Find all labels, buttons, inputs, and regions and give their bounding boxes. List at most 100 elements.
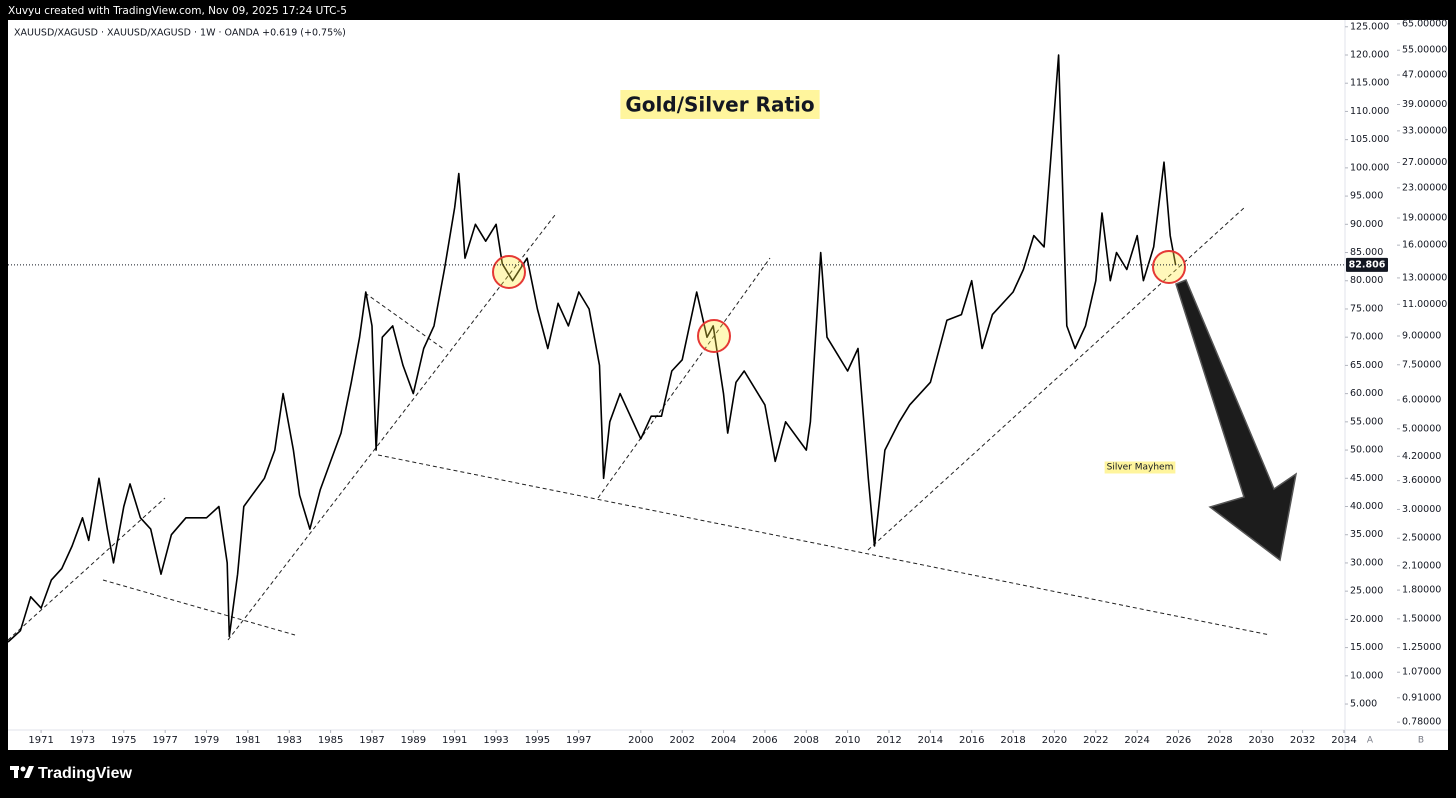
credit: Xuvyu created with TradingView.com, Nov … xyxy=(8,5,347,17)
x-tick-label: 2026 xyxy=(1166,735,1191,746)
x-tick-label: 1997 xyxy=(566,735,591,746)
y-tick-label: 50.000 xyxy=(1350,445,1383,456)
y-tick-label: 60.000 xyxy=(1350,388,1383,399)
y2-tick-label: 5.00000 xyxy=(1402,423,1441,434)
x-tick-label: 2018 xyxy=(1000,735,1025,746)
chart-title-bg xyxy=(620,90,820,119)
trendline xyxy=(102,579,296,636)
y-tick-label: 40.000 xyxy=(1350,501,1383,512)
y-tick-label: 110.000 xyxy=(1350,106,1389,117)
x-tick-label: 2024 xyxy=(1124,735,1149,746)
y-tick-label: 15.000 xyxy=(1350,642,1383,653)
x-tick-label: 2022 xyxy=(1083,735,1108,746)
series-layer xyxy=(8,54,1177,643)
x-tick-label: 2010 xyxy=(835,735,860,746)
y-tick-label: 100.000 xyxy=(1350,162,1389,173)
x-tick-label: 2008 xyxy=(794,735,819,746)
scale-button[interactable]: A xyxy=(1367,736,1374,746)
trendline xyxy=(867,206,1246,551)
chart-title: Gold/Silver Ratio xyxy=(625,93,814,117)
x-tick-label: 2012 xyxy=(876,735,901,746)
y-tick-label: 105.000 xyxy=(1350,134,1389,145)
y-tick-label: 75.000 xyxy=(1350,303,1383,314)
y-tick-label: 95.000 xyxy=(1350,191,1383,202)
y-tick-label: 90.000 xyxy=(1350,219,1383,230)
scale-button[interactable]: B xyxy=(1418,736,1424,746)
highlights xyxy=(492,250,1186,353)
y2-tick-label: 4.20000 xyxy=(1402,451,1441,462)
y2-tick-label: 0.91000 xyxy=(1402,692,1441,703)
y-tick-label: 25.000 xyxy=(1350,586,1383,597)
y2-tick-label: 1.25000 xyxy=(1402,642,1441,653)
annotation: Silver Mayhem xyxy=(1107,463,1174,473)
logo xyxy=(10,766,34,778)
x-tick-label: 2034 xyxy=(1331,735,1356,746)
highlight-circle xyxy=(492,255,526,289)
x-tick-label: 2006 xyxy=(752,735,777,746)
y-tick-label: 55.000 xyxy=(1350,416,1383,427)
brand: TradingView xyxy=(38,765,133,782)
last-price-box xyxy=(1346,257,1388,272)
y-tick-label: 70.000 xyxy=(1350,332,1383,343)
x-tick-label: 1975 xyxy=(111,735,136,746)
x-tick-label: 2020 xyxy=(1042,735,1067,746)
trendline xyxy=(364,292,446,351)
price-line xyxy=(8,54,1177,643)
y2-tick-label: 7.50000 xyxy=(1402,359,1441,370)
chart-area xyxy=(8,20,1448,750)
x-tick-label: 2014 xyxy=(918,735,943,746)
trendline xyxy=(377,454,1271,636)
y2-tick-label: 1.50000 xyxy=(1402,613,1441,624)
x-tick-label: 1973 xyxy=(70,735,95,746)
x-tick-label: 2002 xyxy=(669,735,694,746)
x-tick-label: 1995 xyxy=(525,735,550,746)
drawings xyxy=(8,206,1271,641)
x-tick-label: 1981 xyxy=(235,735,260,746)
x-tick-label: 2004 xyxy=(711,735,736,746)
y2-tick-label: 19.00000 xyxy=(1402,213,1447,224)
y2-tick-label: 9.00000 xyxy=(1402,330,1441,341)
y-tick-label: 80.000 xyxy=(1350,275,1383,286)
y-tick-label: 10.000 xyxy=(1350,670,1383,681)
y2-tick-label: 2.10000 xyxy=(1402,560,1441,571)
x-tick-label: 1983 xyxy=(277,735,302,746)
highlight-circle xyxy=(1152,250,1186,284)
y2-tick-label: 3.60000 xyxy=(1402,475,1441,486)
x-tick-label: 2030 xyxy=(1249,735,1274,746)
highlight-circle xyxy=(697,319,731,353)
x-tick-label: 2000 xyxy=(628,735,653,746)
y-tick-label: 115.000 xyxy=(1350,78,1389,89)
arrow xyxy=(1175,279,1298,562)
y2-tick-label: 55.00000 xyxy=(1402,45,1447,56)
y2-tick-label: 6.00000 xyxy=(1402,395,1441,406)
x-tick-label: 1971 xyxy=(28,735,53,746)
annotation-bg xyxy=(1104,461,1176,474)
x-tick-label: 1977 xyxy=(152,735,177,746)
trendline xyxy=(8,497,166,641)
last-price-label: 82.806 xyxy=(1349,259,1386,270)
y-tick-label: 120.000 xyxy=(1350,49,1389,60)
symbol-info: XAUUSD/XAGUSD · XAUUSD/XAGUSD · 1W · OAN… xyxy=(14,28,346,39)
y2-tick-label: 27.00000 xyxy=(1402,157,1447,168)
y2-tick-label: 3.00000 xyxy=(1402,504,1441,515)
y2-tick-label: 65.00000 xyxy=(1402,18,1447,29)
x-tick-label: 1985 xyxy=(318,735,343,746)
y2-tick-label: 11.00000 xyxy=(1402,299,1447,310)
x-tick-label: 1989 xyxy=(401,735,426,746)
x-tick-label: 2016 xyxy=(959,735,984,746)
x-tick-label: 1991 xyxy=(442,735,467,746)
y-tick-label: 125.000 xyxy=(1350,21,1389,32)
y2-tick-label: 33.00000 xyxy=(1402,125,1447,136)
y2-tick-label: 39.00000 xyxy=(1402,99,1447,110)
y-tick-label: 65.000 xyxy=(1350,360,1383,371)
y2-tick-label: 1.80000 xyxy=(1402,585,1441,596)
trendline xyxy=(227,214,556,641)
x-tick-label: 2032 xyxy=(1290,735,1315,746)
y2-tick-label: 0.78000 xyxy=(1402,717,1441,728)
y2-tick-label: 47.00000 xyxy=(1402,70,1447,81)
x-tick-label: 1987 xyxy=(359,735,384,746)
x-tick-label: 1979 xyxy=(194,735,219,746)
y-tick-label: 85.000 xyxy=(1350,247,1383,258)
